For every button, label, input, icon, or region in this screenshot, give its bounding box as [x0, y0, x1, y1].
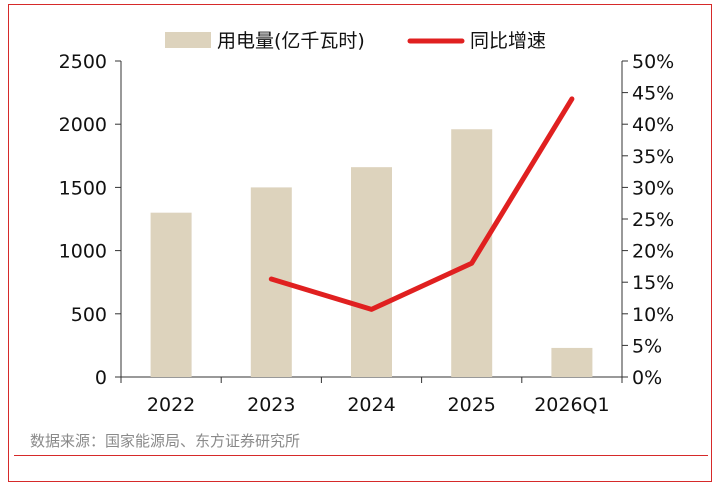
bar-series	[150, 129, 593, 377]
x-axis: 2022 2023 2024 2025 2026Q1	[120, 376, 623, 416]
source-note: 数据来源：国家能源局、东方证券研究所	[30, 432, 301, 450]
right-tick-label: 20%	[632, 241, 674, 263]
right-tick-label: 0%	[632, 367, 662, 389]
right-tick-label: 5%	[632, 335, 662, 357]
bar	[551, 347, 593, 377]
legend-label-bar: 用电量(亿千瓦时)	[217, 30, 365, 52]
x-tick-label: 2024	[347, 394, 395, 416]
left-tick-label: 1500	[59, 177, 107, 199]
right-tick-label: 35%	[632, 146, 674, 168]
right-tick-label: 15%	[632, 272, 674, 294]
right-y-axis: 0% 5% 10% 15% 20% 25% 30% 35% 40% 45% 50%	[621, 51, 674, 389]
chart-frame	[8, 4, 712, 482]
source-divider	[14, 455, 708, 456]
legend-label-line: 同比增速	[470, 30, 546, 52]
right-tick-label: 10%	[632, 304, 674, 326]
growth-line	[268, 96, 575, 312]
left-tick-label: 1000	[59, 241, 107, 263]
right-tick-label: 40%	[632, 114, 674, 136]
right-tick-label: 45%	[632, 83, 674, 105]
x-tick-label: 2026Q1	[534, 394, 609, 416]
x-tick-label: 2025	[448, 394, 496, 416]
legend: 用电量(亿千瓦时) 同比增速	[165, 30, 546, 52]
bar	[150, 212, 192, 377]
bar	[451, 129, 493, 377]
right-tick-label: 25%	[632, 209, 674, 231]
right-tick-label: 50%	[632, 51, 674, 73]
bar	[351, 167, 392, 377]
left-y-axis: 0 500 1000 1500 2000 2500	[59, 51, 122, 389]
left-tick-label: 500	[71, 304, 107, 326]
x-tick-label: 2023	[247, 394, 295, 416]
combo-chart: 用电量(亿千瓦时) 同比增速 0 500 1000 1500 2000 2500 0% 5% 1…	[59, 30, 675, 416]
line-series	[268, 96, 575, 312]
legend-swatch-bar	[165, 32, 211, 48]
left-tick-label: 2000	[59, 114, 107, 136]
left-tick-label: 0	[95, 367, 107, 389]
x-tick-label: 2022	[147, 394, 195, 416]
left-tick-label: 2500	[59, 51, 107, 73]
right-tick-label: 30%	[632, 177, 674, 199]
